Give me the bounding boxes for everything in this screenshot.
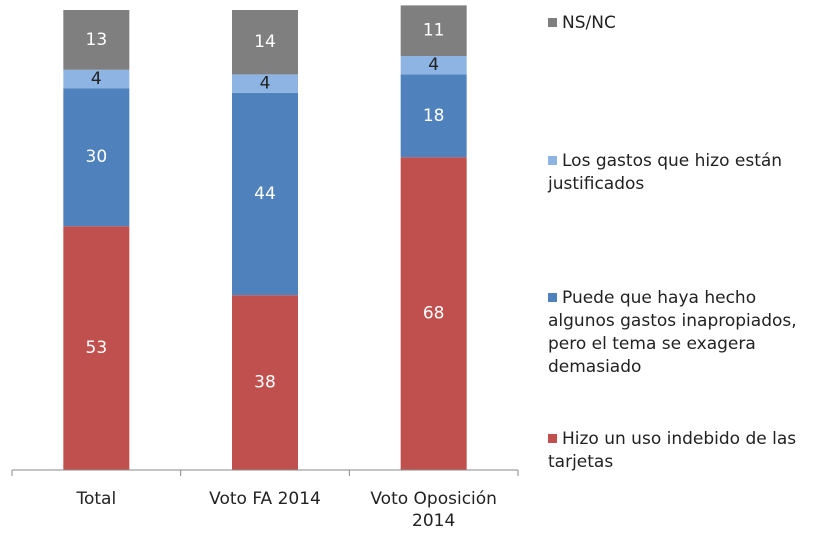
legend-label: Puede que haya hecho algunos gastos inap… (548, 288, 797, 377)
x-tick-label: Total (76, 489, 117, 509)
data-label: 68 (423, 304, 445, 324)
bar-segment (400, 56, 467, 75)
x-tick-label: Voto FA 2014 (209, 489, 321, 509)
data-label: 4 (428, 55, 439, 75)
data-label: 38 (254, 373, 276, 393)
legend-item: Puede que haya hecho algunos gastos inap… (548, 287, 816, 379)
data-label: 4 (260, 74, 271, 94)
legend-label: Los gastos que hizo están justificados (548, 151, 783, 194)
bar-segment (400, 157, 467, 470)
data-label: 14 (254, 32, 276, 52)
bar-segment (63, 10, 130, 70)
data-label: 53 (86, 338, 108, 358)
bar-segment (63, 226, 130, 470)
bar-segment (232, 74, 298, 93)
data-label: 4 (91, 69, 102, 89)
bar-segment (400, 74, 467, 158)
legend-item: Los gastos que hizo están justificados (548, 150, 816, 196)
bar-segment (63, 88, 130, 227)
data-label: 13 (86, 30, 108, 50)
legend-swatch (548, 293, 557, 302)
legend-swatch (548, 18, 557, 27)
legend-item: NS/NC (548, 12, 816, 35)
data-label: 18 (423, 106, 445, 126)
bar-segment (232, 295, 298, 470)
data-label: 44 (254, 184, 276, 204)
x-tick-label: Voto Oposición 2014 (370, 489, 497, 531)
bar-segment (400, 5, 467, 56)
legend-item: Hizo un uso indebido de las tarjetas (548, 428, 816, 474)
legend-swatch (548, 156, 557, 165)
bar-segment (232, 10, 298, 75)
legend-label: NS/NC (562, 13, 616, 33)
legend-swatch (548, 434, 557, 443)
bar-segment (63, 69, 130, 89)
data-label: 11 (423, 21, 445, 41)
data-label: 30 (86, 147, 108, 167)
bar-segment (232, 92, 298, 296)
legend-label: Hizo un uso indebido de las tarjetas (548, 429, 797, 472)
